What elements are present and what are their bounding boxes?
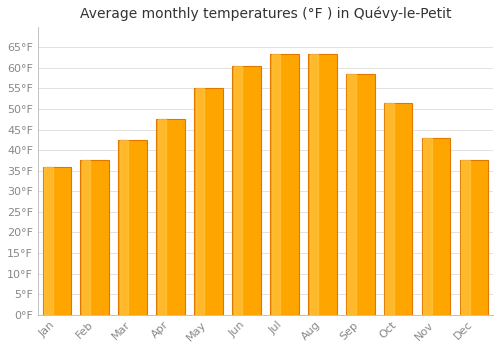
Bar: [158, 119, 166, 315]
Bar: [272, 54, 280, 315]
Bar: [42, 167, 71, 315]
Bar: [156, 119, 185, 315]
Bar: [422, 138, 450, 315]
Bar: [270, 54, 298, 315]
Bar: [424, 138, 432, 315]
Bar: [348, 74, 356, 315]
Bar: [346, 74, 374, 315]
Bar: [460, 161, 488, 315]
Bar: [44, 167, 52, 315]
Bar: [80, 161, 109, 315]
Bar: [232, 66, 260, 315]
Bar: [194, 89, 223, 315]
Bar: [462, 161, 470, 315]
Bar: [196, 89, 204, 315]
Bar: [386, 103, 394, 315]
Bar: [234, 66, 242, 315]
Bar: [120, 140, 128, 315]
Bar: [384, 103, 412, 315]
Bar: [310, 54, 318, 315]
Bar: [82, 161, 90, 315]
Bar: [118, 140, 147, 315]
Title: Average monthly temperatures (°F ) in Quévy-le-Petit: Average monthly temperatures (°F ) in Qu…: [80, 7, 451, 21]
Bar: [308, 54, 336, 315]
